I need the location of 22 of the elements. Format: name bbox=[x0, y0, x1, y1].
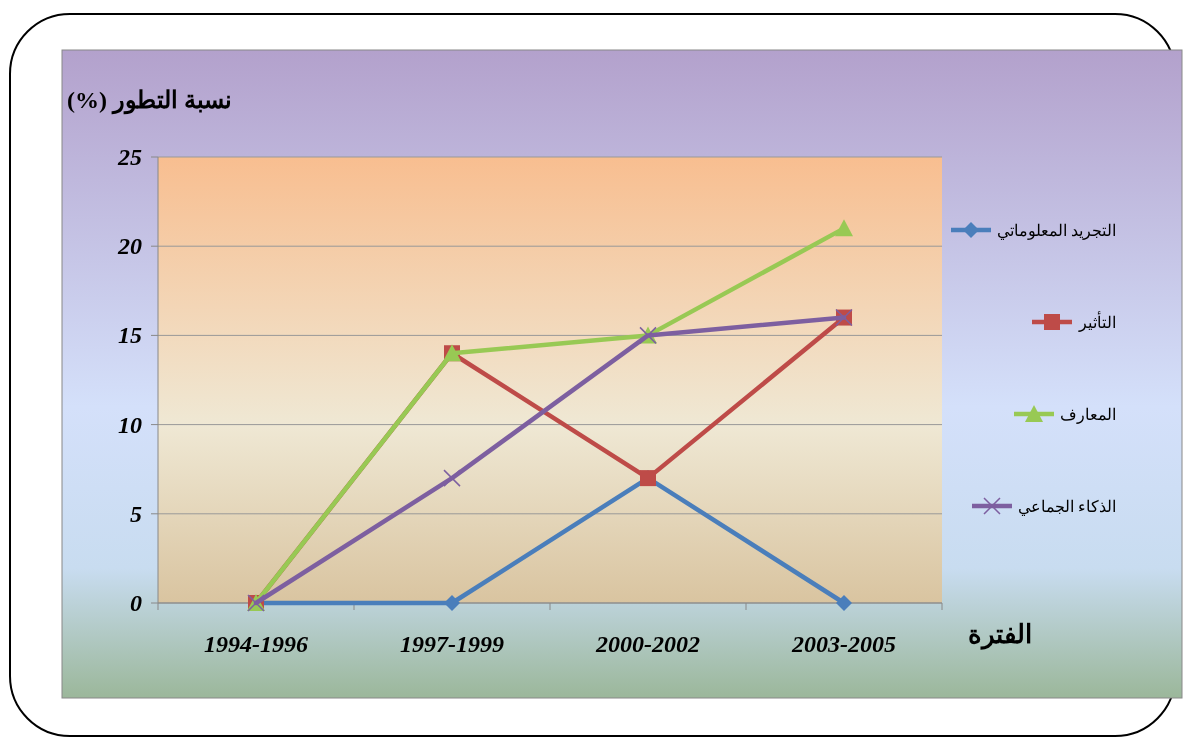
x-axis-title: الفترة bbox=[968, 620, 1032, 650]
y-axis-title: نسبة التطور (%) bbox=[67, 87, 232, 115]
legend-item: الذكاء الجماعي bbox=[972, 497, 1116, 515]
y-tick-label: 20 bbox=[117, 233, 142, 260]
y-tick-label: 5 bbox=[130, 500, 142, 527]
x-tick-label: 1997-1999 bbox=[400, 631, 504, 657]
legend-label: الذكاء الجماعي bbox=[1018, 498, 1116, 516]
x-tick-label: 2003-2005 bbox=[791, 631, 896, 657]
y-tick-label: 25 bbox=[117, 144, 142, 170]
legend-label: المعارف bbox=[1060, 406, 1116, 424]
point bbox=[836, 595, 852, 611]
x-tick-label: 1994-1996 bbox=[204, 631, 308, 657]
point bbox=[835, 219, 853, 237]
y-tick-label: 10 bbox=[118, 411, 142, 438]
y-tick-label: 0 bbox=[130, 590, 142, 616]
legend-item: التجريد المعلوماتي bbox=[951, 222, 1116, 239]
legend-item: المعارف bbox=[1014, 405, 1116, 423]
legend-label: التجريد المعلوماتي bbox=[997, 222, 1116, 240]
legend-label: التأثير bbox=[1078, 311, 1116, 332]
x-tick-label: 2000-2002 bbox=[595, 631, 700, 657]
point bbox=[444, 595, 460, 611]
y-tick-label: 15 bbox=[118, 322, 142, 349]
